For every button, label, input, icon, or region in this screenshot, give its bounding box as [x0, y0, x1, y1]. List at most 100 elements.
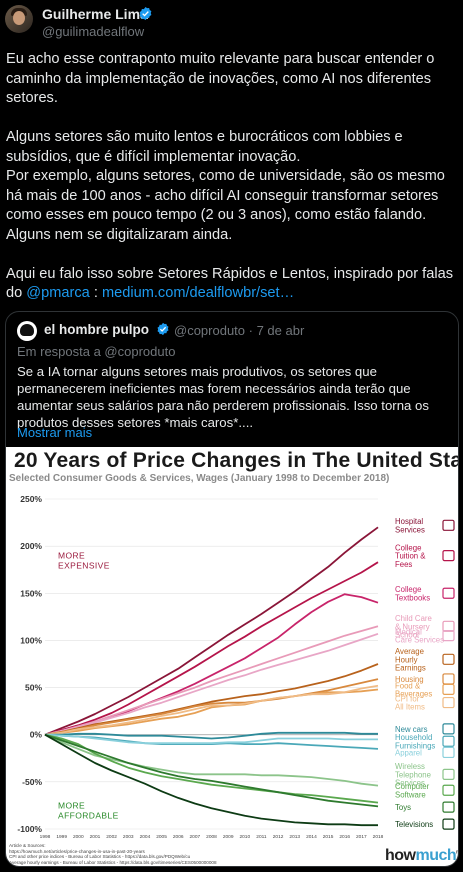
- car-icon: [442, 723, 455, 735]
- series-line: [44, 663, 379, 736]
- phone-icon: [442, 768, 455, 780]
- series-label: Televisions: [395, 820, 433, 829]
- price-changes-infographic[interactable]: 20 Years of Price Changes in The United …: [6, 447, 458, 866]
- series-label: Furnishings: [395, 741, 435, 750]
- quote-meta: @coproduto · 7 de abr: [174, 323, 305, 338]
- x-tick-label: 2014: [306, 834, 317, 840]
- x-tick-label: 2004: [140, 834, 151, 840]
- series-line: [44, 733, 378, 827]
- computer-icon: [442, 784, 455, 796]
- annotation-more-expensive: MORE: [58, 550, 85, 560]
- tweet-header: Guilherme Lima @guilimadealflow: [0, 0, 463, 40]
- series-line: [44, 625, 379, 736]
- food-icon: [442, 683, 455, 695]
- series-line: [44, 733, 379, 808]
- series-label: College: [395, 585, 421, 594]
- series-label: Tuition &: [395, 552, 426, 561]
- series-label: Earnings: [395, 664, 426, 673]
- series-label: School: [395, 631, 419, 640]
- series-label: Average: [395, 647, 424, 656]
- link-separator: :: [89, 285, 102, 301]
- chart-sources: Article & Sources: https://howmuch.net/a…: [9, 843, 217, 865]
- x-tick-label: 2006: [173, 834, 184, 840]
- series-line: [44, 632, 379, 736]
- chart-subtitle: Selected Consumer Goods & Services, Wage…: [9, 473, 390, 484]
- quote-reply-to: Em resposta a @coproduto: [17, 344, 176, 359]
- series-line: [44, 733, 379, 750]
- child-care-icon: [442, 620, 455, 632]
- x-tick-label: 2002: [106, 834, 117, 840]
- quoted-tweet[interactable]: el hombre pulpo @coproduto · 7 de abr Em…: [5, 311, 459, 867]
- series-label: Beverages: [395, 689, 432, 698]
- series-label: Wireless: [395, 762, 425, 771]
- series-label: Computer: [395, 782, 430, 791]
- quote-author-name[interactable]: el hombre pulpo: [44, 322, 150, 337]
- x-tick-label: 2016: [339, 834, 350, 840]
- television-icon: [442, 818, 455, 830]
- series-line: [44, 526, 379, 736]
- sofa-icon: [442, 735, 455, 747]
- y-tick-label: 100%: [20, 635, 42, 645]
- tweet-text: Eu acho esse contraponto muito relevante…: [6, 50, 461, 304]
- y-tick-label: 150%: [20, 588, 42, 598]
- x-tick-label: 2010: [239, 834, 250, 840]
- x-tick-label: 2007: [190, 834, 201, 840]
- x-tick-label: 2018: [373, 834, 384, 840]
- series-line: [44, 678, 379, 736]
- x-tick-label: 2001: [90, 834, 101, 840]
- annotation-more-affordable: MORE: [58, 800, 85, 810]
- x-tick-label: 2011: [256, 834, 267, 840]
- x-tick-label: 2013: [289, 834, 300, 840]
- show-more-link[interactable]: Mostrar mais: [17, 425, 93, 440]
- y-tick-label: 50%: [25, 683, 42, 693]
- series-label: Hospital: [395, 517, 423, 526]
- article-link[interactable]: medium.com/dealflowbr/set…: [101, 285, 295, 301]
- x-tick-label: 2000: [73, 834, 84, 840]
- series-label: All Items: [395, 703, 425, 712]
- y-tick-label: -50%: [22, 777, 42, 787]
- series-label: Medical: [395, 628, 422, 637]
- series-label: New cars: [395, 725, 428, 734]
- graduation-cap-icon: [442, 549, 455, 562]
- avatar-face: [13, 11, 25, 25]
- x-tick-label: 2017: [356, 834, 367, 840]
- quote-avatar[interactable]: [17, 321, 37, 341]
- textbooks-icon: [442, 587, 455, 599]
- series-label: Hourly: [395, 655, 418, 664]
- medical-care-icon: [442, 630, 455, 642]
- y-tick-label: 0%: [30, 730, 43, 740]
- series-label: Toys: [395, 803, 411, 812]
- quote-date[interactable]: 7 de abr: [256, 323, 305, 338]
- quote-handle[interactable]: @coproduto: [174, 323, 246, 338]
- series-label: Services: [395, 779, 425, 788]
- author-avatar[interactable]: [5, 5, 33, 33]
- mention-link[interactable]: @pmarca: [26, 285, 90, 301]
- series-line: [44, 733, 378, 745]
- series-label: Food &: [395, 681, 421, 690]
- verified-badge-icon: [139, 6, 152, 21]
- x-tick-label: 1999: [56, 834, 67, 840]
- series-line: [44, 684, 379, 736]
- annotation-more-affordable: AFFORDABLE: [58, 810, 119, 820]
- y-tick-label: 250%: [20, 494, 42, 504]
- y-tick-label: -100%: [17, 824, 42, 834]
- author-name[interactable]: Guilherme Lima: [42, 6, 148, 22]
- tweet-body: Eu acho esse contraponto muito relevante…: [6, 51, 453, 301]
- series-label: College: [395, 543, 421, 552]
- series-label: & Nursery: [395, 622, 430, 631]
- money-icon: [442, 653, 455, 665]
- cart-icon: [442, 696, 455, 709]
- series-line: [44, 561, 379, 736]
- series-label: Child Care: [395, 614, 432, 623]
- series-line: [45, 731, 378, 740]
- x-tick-label: 2015: [323, 834, 334, 840]
- octopus-icon: [20, 324, 34, 336]
- series-label: Care Services: [395, 636, 444, 645]
- series-label: Apparel: [395, 748, 422, 757]
- x-tick-label: 2003: [123, 834, 134, 840]
- hospital-icon: [442, 519, 455, 531]
- series-label: CPI for: [395, 694, 420, 703]
- y-tick-label: 200%: [20, 541, 42, 551]
- author-handle[interactable]: @guilimadealflow: [42, 24, 145, 39]
- x-tick-label: 2008: [206, 834, 217, 840]
